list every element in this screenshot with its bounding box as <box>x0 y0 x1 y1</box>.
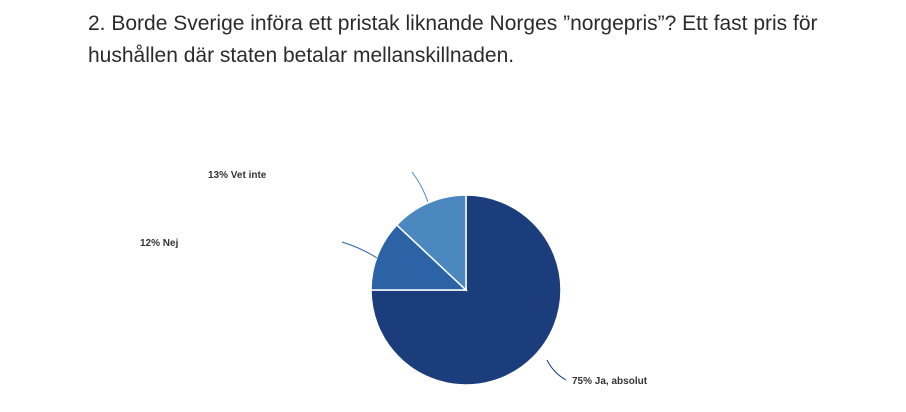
leader-line <box>411 171 429 203</box>
slice-label: 75% Ja, absolut <box>572 376 648 387</box>
slice-label: 12% Nej <box>140 238 179 249</box>
slice-labels: 75% Ja, absolut 12% Nej 13% Vet inte <box>140 170 648 387</box>
leader-line <box>546 359 567 381</box>
leader-lines <box>341 171 567 381</box>
pie-slices <box>370 194 562 386</box>
pie-slice <box>370 194 562 386</box>
slice-label: 13% Vet inte <box>208 170 267 181</box>
leader-line <box>341 241 378 259</box>
pie-slice <box>370 223 468 291</box>
question-title: 2. Borde Sverige införa ett pristak likn… <box>88 12 818 67</box>
pie-slice <box>395 194 467 292</box>
